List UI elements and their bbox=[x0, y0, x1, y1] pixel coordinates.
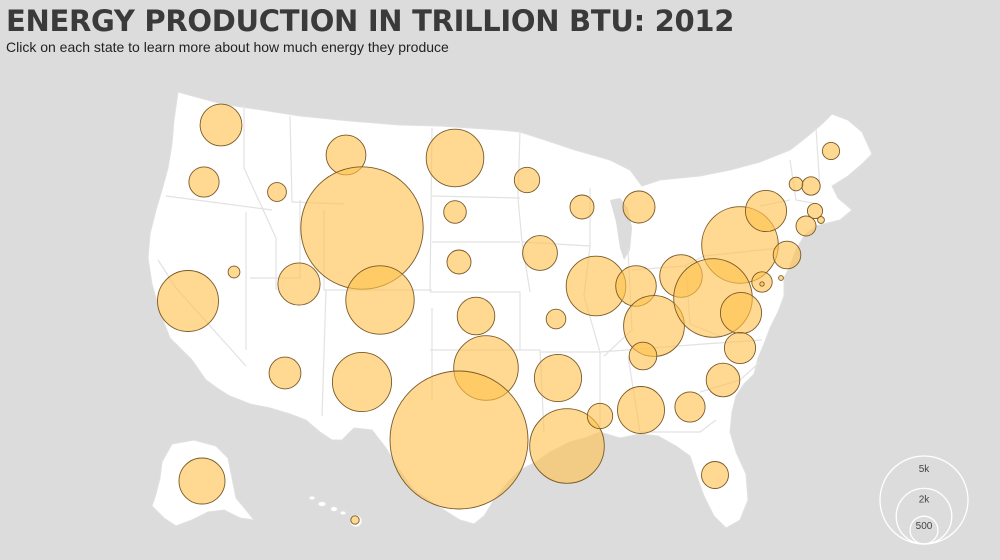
state-bubble-idaho[interactable] bbox=[267, 182, 287, 202]
state-bubble-rhode-island[interactable] bbox=[817, 216, 825, 224]
page-subtitle: Click on each state to learn more about … bbox=[6, 39, 449, 55]
legend-label-5k: 5k bbox=[919, 464, 931, 475]
header: ENERGY PRODUCTION IN TRILLION BTU: 2012 … bbox=[6, 4, 734, 56]
state-bubble-arizona[interactable] bbox=[268, 356, 302, 390]
state-bubble-north-carolina[interactable] bbox=[723, 331, 757, 365]
page-title: ENERGY PRODUCTION IN TRILLION BTU: 2012 bbox=[6, 4, 735, 38]
legend-label-500: 500 bbox=[916, 521, 933, 532]
state-bubble-california[interactable] bbox=[157, 270, 219, 332]
state-bubble-vermont[interactable] bbox=[788, 176, 804, 192]
state-bubble-south-dakota[interactable] bbox=[443, 200, 467, 224]
state-bubble-virginia[interactable] bbox=[719, 291, 763, 335]
state-bubble-nevada[interactable] bbox=[227, 265, 241, 279]
state-bubble-alabama[interactable] bbox=[617, 386, 665, 434]
state-bubble-oregon[interactable] bbox=[188, 166, 220, 198]
state-bubble-kansas[interactable] bbox=[456, 296, 496, 336]
state-bubble-south-carolina[interactable] bbox=[705, 362, 741, 398]
state-bubble-tennessee[interactable] bbox=[628, 341, 658, 371]
state-bubble-michigan[interactable] bbox=[622, 190, 656, 224]
state-bubble-utah[interactable] bbox=[277, 262, 321, 306]
state-bubble-delaware[interactable] bbox=[778, 275, 784, 281]
state-bubble-georgia[interactable] bbox=[674, 391, 706, 423]
state-bubble-connecticut[interactable] bbox=[795, 215, 817, 237]
state-bubble-colorado[interactable] bbox=[345, 265, 415, 335]
state-bubble-texas[interactable] bbox=[389, 370, 529, 510]
state-bubble-wisconsin[interactable] bbox=[569, 194, 595, 220]
state-bubble-new-jersey[interactable] bbox=[772, 240, 802, 270]
state-bubble-new-mexico[interactable] bbox=[331, 351, 393, 413]
state-bubble-new-hampshire[interactable] bbox=[801, 176, 821, 196]
legend-circle-500 bbox=[909, 515, 939, 545]
state-bubbles bbox=[157, 103, 841, 525]
legend-label-2k: 2k bbox=[919, 494, 931, 505]
state-bubble-louisiana[interactable] bbox=[529, 408, 605, 484]
state-bubble-mississippi[interactable] bbox=[586, 402, 614, 430]
state-bubble-district-of-columbia[interactable] bbox=[759, 281, 765, 287]
state-bubble-alaska[interactable] bbox=[178, 457, 226, 505]
state-bubble-north-dakota[interactable] bbox=[425, 128, 485, 188]
state-bubble-washington[interactable] bbox=[199, 103, 243, 147]
state-bubble-arkansas[interactable] bbox=[533, 353, 583, 403]
state-bubble-missouri[interactable] bbox=[545, 308, 567, 330]
size-legend: 5k 2k 500 bbox=[879, 455, 969, 545]
state-bubble-minnesota[interactable] bbox=[513, 166, 541, 194]
state-bubble-maine[interactable] bbox=[821, 141, 841, 161]
state-bubble-nebraska[interactable] bbox=[446, 249, 472, 275]
state-bubble-florida[interactable] bbox=[701, 461, 729, 489]
state-bubble-massachusetts[interactable] bbox=[806, 202, 824, 220]
state-bubble-iowa[interactable] bbox=[522, 235, 558, 271]
state-bubble-new-york[interactable] bbox=[744, 189, 788, 233]
state-bubble-hawaii[interactable] bbox=[350, 515, 360, 525]
